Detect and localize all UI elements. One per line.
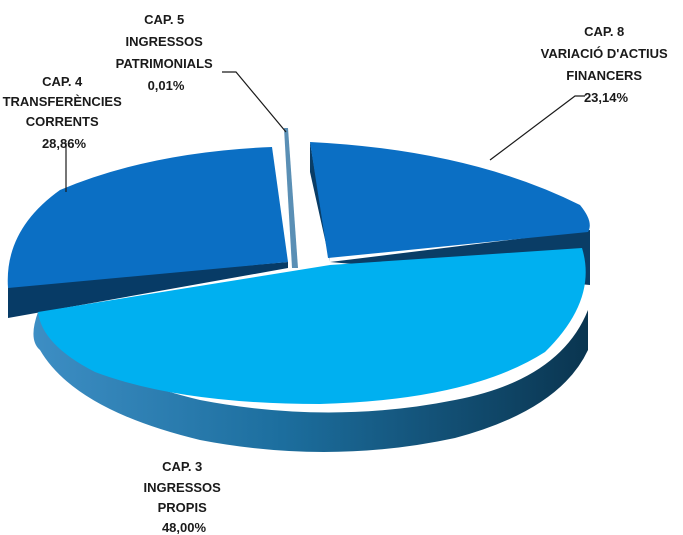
label-cap-4: CAP. 4 TRANSFERÈNCIES CORRENTS 28,86% [3,74,126,151]
label-cap-5-line-1: CAP. 5 [144,12,184,27]
slice-cap-4-side [8,262,288,318]
label-cap-3-line-3: PROPIS [158,500,207,515]
label-cap-5-line-2: INGRESSOS [126,34,204,49]
label-cap-4-value: 28,86% [42,136,87,151]
label-cap-3-value: 48,00% [162,520,207,535]
label-cap-8: CAP. 8 VARIACIÓ D'ACTIUS FINANCERS 23,14… [541,24,672,105]
label-cap-5-value: 0,01% [148,78,185,93]
slice-cap-8-top [310,142,590,258]
label-cap-8-line-1: CAP. 8 [584,24,624,39]
label-cap-8-line-2: VARIACIÓ D'ACTIUS [541,46,668,61]
slice-cap-3-side [33,310,589,453]
slice-cap-4 [7,147,288,318]
slice-cap-8-side [310,142,590,285]
leader-line-cap-5 [222,71,287,133]
label-cap-5-line-3: PATRIMONIALS [116,56,213,71]
slice-cap-5 [284,128,298,268]
label-cap-3-line-1: CAP. 3 [162,459,202,474]
slice-cap-3 [33,248,589,453]
label-cap-3: CAP. 3 INGRESSOS PROPIS 48,00% [144,459,225,535]
label-cap-8-line-3: FINANCERS [566,68,642,83]
slice-cap-3-top [38,248,586,404]
slice-cap-8 [310,142,590,285]
leader-line-cap-8 [489,95,585,161]
label-cap-5: CAP. 5 INGRESSOS PATRIMONIALS 0,01% [116,12,217,93]
label-cap-4-line-2: TRANSFERÈNCIES [3,94,123,109]
label-cap-4-line-1: CAP. 4 [42,74,83,89]
label-cap-4-line-3: CORRENTS [26,114,99,129]
slice-cap-4-top [7,147,288,288]
label-cap-3-line-2: INGRESSOS [144,480,222,495]
label-cap-8-value: 23,14% [584,90,629,105]
